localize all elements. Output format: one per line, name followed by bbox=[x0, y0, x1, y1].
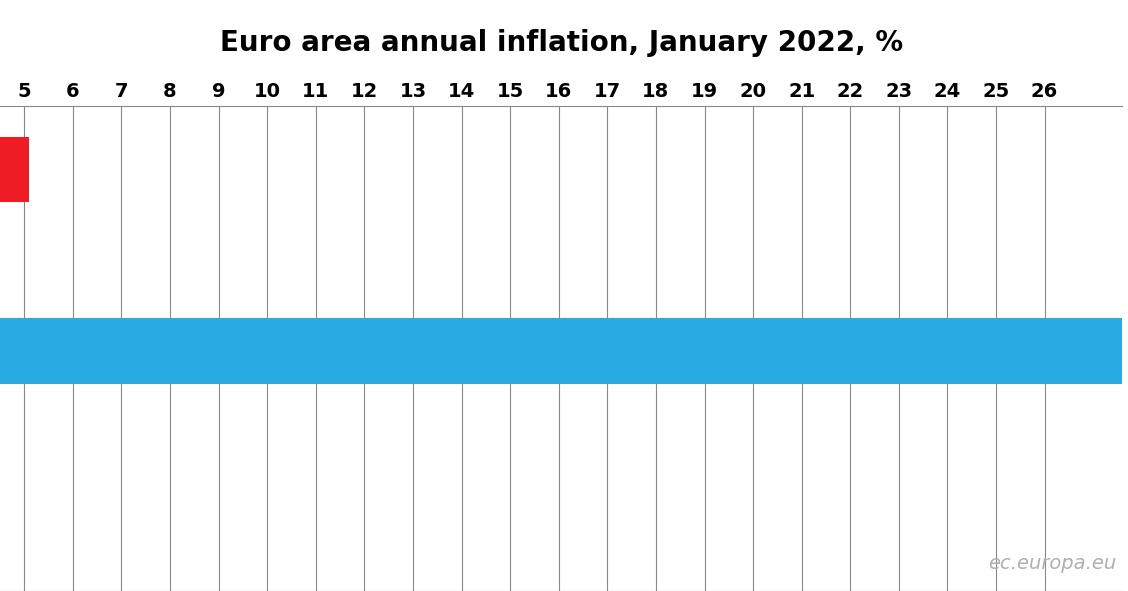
Text: ec.europa.eu: ec.europa.eu bbox=[988, 554, 1117, 573]
Bar bbox=[0, 137, 29, 202]
Bar bbox=[0, 319, 1128, 384]
Title: Euro area annual inflation, January 2022, %: Euro area annual inflation, January 2022… bbox=[220, 29, 902, 57]
